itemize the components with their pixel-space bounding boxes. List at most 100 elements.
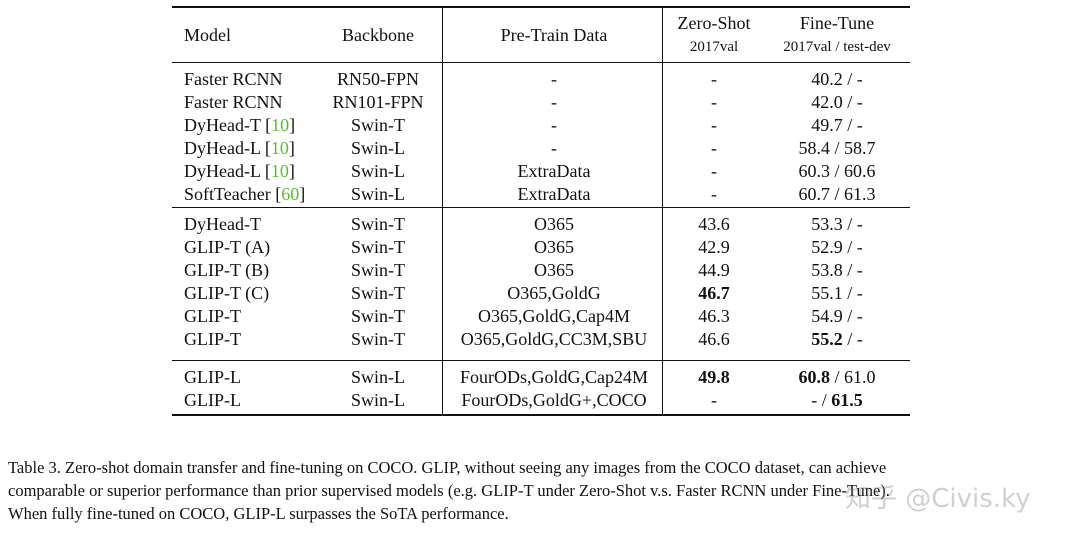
pretrain-data-cell: O365,GoldG,CC3M,SBU xyxy=(460,329,648,349)
backbone-cell: Swin-L xyxy=(351,184,405,204)
table-row: GLIP-L Swin-L FourODs,GoldG+,COCO - - / 61.5 xyxy=(172,389,910,411)
vline-data-right xyxy=(662,8,663,414)
fine-tune-2017val: 60.8 xyxy=(798,367,830,387)
pretrain-data-cell: O365,GoldG xyxy=(507,283,601,303)
vline-data-left xyxy=(442,8,443,414)
pretrain-data-cell: FourODs,GoldG+,COCO xyxy=(461,390,647,410)
model-cell: GLIP-T (B) xyxy=(184,259,269,281)
fine-tune-2017val: 53.3 xyxy=(811,214,843,234)
fine-tune-test-dev: 60.6 xyxy=(844,161,876,181)
backbone-cell: Swin-L xyxy=(351,390,405,410)
model-cell: DyHead-T xyxy=(184,213,261,235)
table-row: Faster RCNN RN101-FPN - - 42.0 / - xyxy=(172,91,910,113)
table-row: GLIP-L Swin-L FourODs,GoldG,Cap24M 49.8 60.8… xyxy=(172,366,910,388)
fine-tune-2017val: 42.0 xyxy=(811,92,843,112)
backbone-cell: Swin-L xyxy=(351,367,405,387)
pretrain-data-cell: - xyxy=(551,92,557,112)
pretrain-data-cell: ExtraData xyxy=(517,184,591,204)
table-row: GLIP-T Swin-T O365,GoldG,Cap4M 46.3 54.9 / - xyxy=(172,305,910,327)
fine-tune-2017val: 52.9 xyxy=(811,237,843,257)
table-row: DyHead-L [10] Swin-L ExtraData - 60.3 / 60.6 xyxy=(172,160,910,182)
pretrain-data-cell: ExtraData xyxy=(517,161,591,181)
table-top-rule xyxy=(172,6,910,8)
backbone-cell: RN101-FPN xyxy=(332,92,424,112)
fine-tune-test-dev: 61.0 xyxy=(844,367,876,387)
pretrain-data-cell: FourODs,GoldG,Cap24M xyxy=(459,367,648,387)
zero-shot-cell: - xyxy=(711,390,717,410)
citation-link[interactable]: 10 xyxy=(270,161,289,181)
fine-tune-test-dev: - xyxy=(856,115,863,135)
fine-tune-cell: 42.0 / - xyxy=(811,92,863,112)
model-name: Faster RCNN xyxy=(184,69,283,89)
header-zero-shot-sub: 2017val xyxy=(689,39,739,55)
table-row: DyHead-T Swin-T O365 43.6 53.3 / - xyxy=(172,213,910,235)
pretrain-data-cell: - xyxy=(551,69,557,89)
fine-tune-test-dev: - xyxy=(856,306,863,326)
backbone-cell: Swin-L xyxy=(351,138,405,158)
zero-shot-cell: - xyxy=(711,184,717,204)
zero-shot-cell: 46.7 xyxy=(698,283,730,303)
fine-tune-cell: 60.7 / 61.3 xyxy=(798,184,876,204)
pretrain-data-cell: - xyxy=(551,115,557,135)
fine-tune-test-dev: - xyxy=(856,214,863,234)
zero-shot-cell: - xyxy=(711,92,717,112)
fine-tune-cell: 60.3 / 60.6 xyxy=(798,161,876,181)
model-name: GLIP-L xyxy=(184,367,241,387)
pretrain-data-cell: O365 xyxy=(534,237,574,257)
zero-shot-cell: - xyxy=(711,115,717,135)
backbone-cell: Swin-T xyxy=(351,115,405,135)
caption-line-3: When fully fine-tuned on COCO, GLIP-L su… xyxy=(8,504,509,523)
model-cell: GLIP-T (A) xyxy=(184,236,270,258)
zero-shot-cell: - xyxy=(711,138,717,158)
table-row: GLIP-T (C) Swin-T O365,GoldG 46.7 55.1 / - xyxy=(172,282,910,304)
header-pretrain-data: Pre-Train Data xyxy=(500,25,608,45)
model-cell: DyHead-L [10] xyxy=(184,138,295,158)
fine-tune-cell: 60.8 / 61.0 xyxy=(798,367,876,387)
citation-link[interactable]: 10 xyxy=(270,138,289,158)
backbone-cell: Swin-L xyxy=(351,161,405,181)
model-cell: Faster RCNN xyxy=(184,91,283,113)
fine-tune-2017val: 55.2 xyxy=(811,329,843,349)
backbone-cell: RN50-FPN xyxy=(336,69,420,89)
fine-tune-test-dev: - xyxy=(856,69,863,89)
model-cell: DyHead-L [10] xyxy=(184,161,295,181)
watermark: 知乎 @Civis.ky xyxy=(845,484,1031,514)
zero-shot-cell: - xyxy=(711,161,717,181)
backbone-cell: Swin-T xyxy=(351,283,405,303)
zero-shot-cell: 43.6 xyxy=(698,214,730,234)
fine-tune-test-dev: - xyxy=(856,237,863,257)
fine-tune-cell: 58.4 / 58.7 xyxy=(798,138,876,158)
model-name: SoftTeacher xyxy=(184,184,271,204)
table-row: SoftTeacher [60] Swin-L ExtraData - 60.7 / 6… xyxy=(172,183,910,205)
fine-tune-cell: 40.2 / - xyxy=(811,69,863,89)
model-name: DyHead-T xyxy=(184,115,261,135)
model-name: DyHead-T xyxy=(184,214,261,234)
fine-tune-2017val: - xyxy=(811,390,818,410)
group-rule-1 xyxy=(172,207,910,208)
pretrain-data-cell: O365,GoldG,Cap4M xyxy=(478,306,630,326)
model-name: Faster RCNN xyxy=(184,92,283,112)
model-cell: DyHead-T [10] xyxy=(184,115,296,135)
model-name: GLIP-T (B) xyxy=(184,260,270,280)
model-cell: GLIP-T (C) xyxy=(184,282,269,304)
backbone-cell: Swin-T xyxy=(351,237,405,257)
model-name: DyHead-L xyxy=(184,138,261,158)
model-name: DyHead-L xyxy=(184,161,261,181)
zero-shot-cell: 42.9 xyxy=(698,237,730,257)
backbone-cell: Swin-T xyxy=(351,329,405,349)
model-name: GLIP-L xyxy=(184,390,241,410)
table-caption: Table 3. Zero-shot domain transfer and f… xyxy=(8,456,1078,525)
table-row: DyHead-L [10] Swin-L - - 58.4 / 58.7 xyxy=(172,137,910,159)
fine-tune-test-dev: - xyxy=(856,260,863,280)
model-cell: SoftTeacher [60] xyxy=(184,184,306,204)
model-name: GLIP-T (C) xyxy=(184,283,270,303)
citation-link[interactable]: 60 xyxy=(281,184,300,204)
zero-shot-cell: 46.6 xyxy=(698,329,730,349)
model-cell: GLIP-T xyxy=(184,328,241,350)
fine-tune-2017val: 49.7 xyxy=(811,115,843,135)
model-name: GLIP-T xyxy=(184,306,241,326)
fine-tune-2017val: 58.4 xyxy=(798,138,830,158)
table-row: Faster RCNN RN50-FPN - -40.2 / - xyxy=(172,68,910,90)
citation-link[interactable]: 10 xyxy=(271,115,290,135)
fine-tune-cell: 55.2 / - xyxy=(811,329,863,349)
